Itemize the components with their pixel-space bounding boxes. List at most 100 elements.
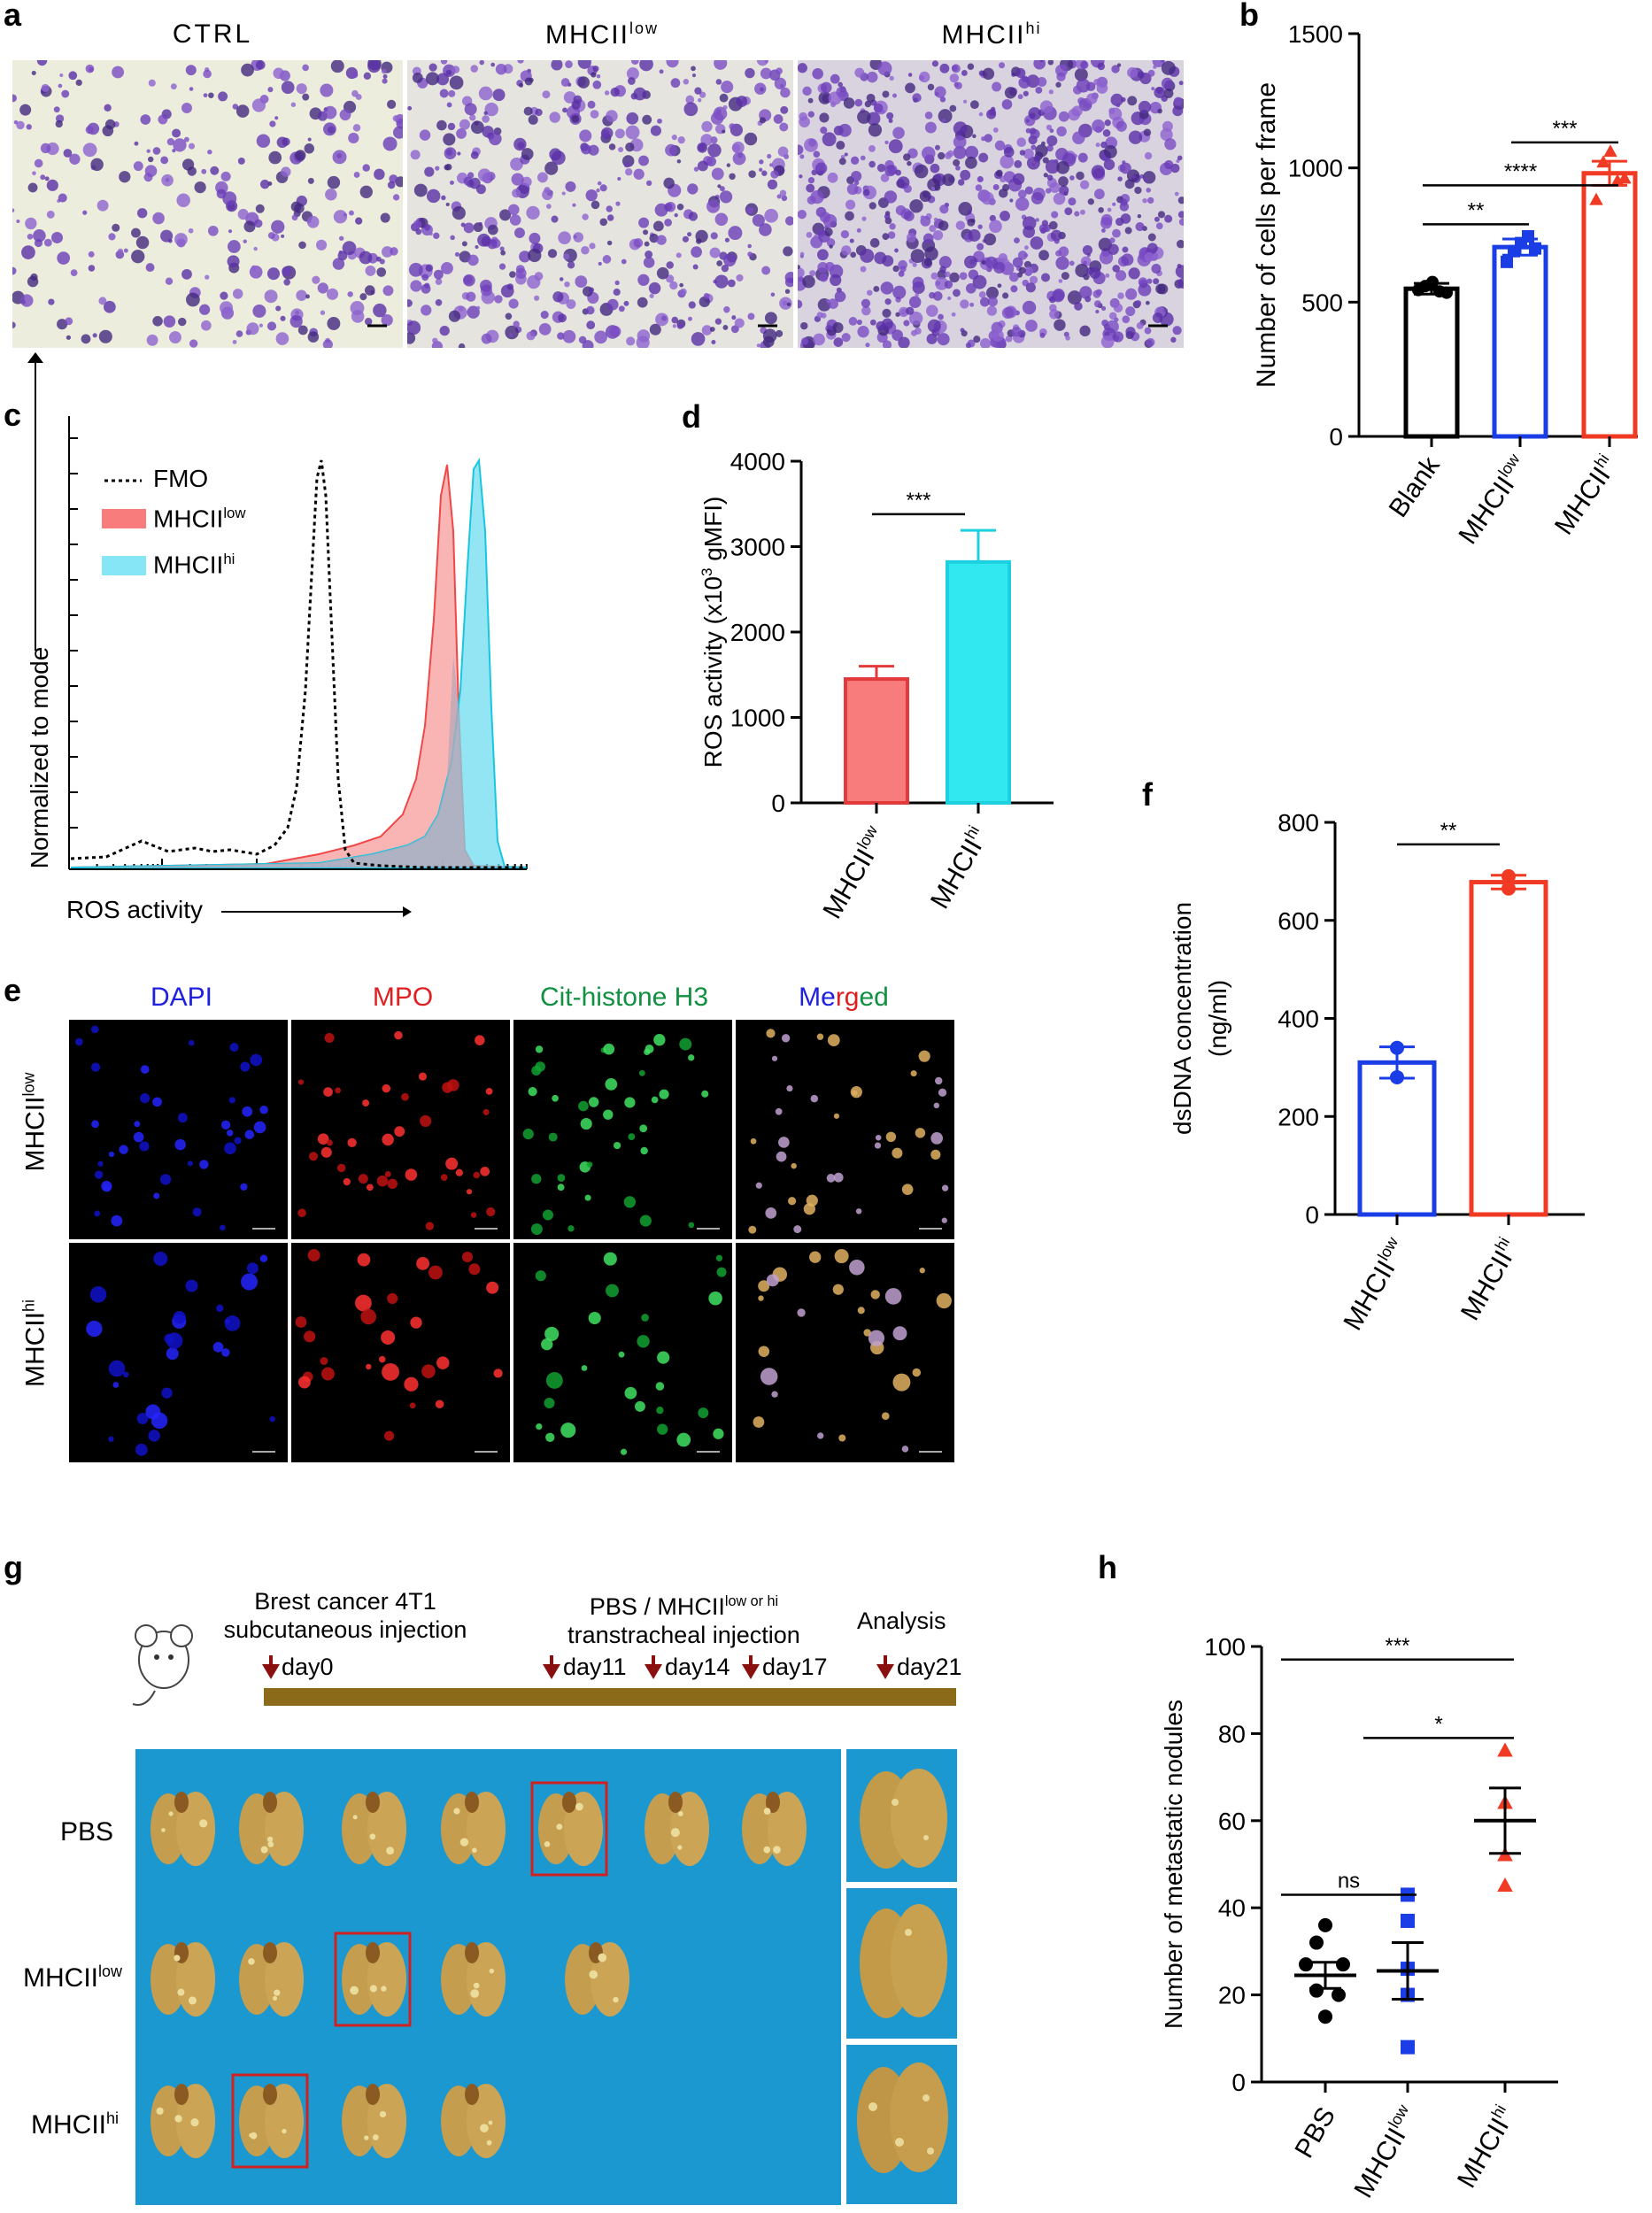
cell-stain: [823, 227, 833, 236]
highlight-box: [530, 1781, 608, 1877]
cell-stain: [817, 228, 826, 237]
cell-stain: [407, 320, 421, 335]
cell-stain: [1025, 320, 1038, 332]
cell-nucleus: [174, 1138, 186, 1151]
cell-stain: [515, 267, 527, 279]
lung-lobe: [239, 1944, 274, 2015]
cell-stain: [1127, 66, 1139, 79]
cell-stain: [31, 70, 36, 75]
cell-nucleus: [140, 1065, 150, 1074]
cell-nucleus: [410, 1316, 422, 1329]
cell-stain: [900, 309, 907, 315]
cell-stain: [649, 233, 659, 243]
cell-stain: [598, 261, 602, 266]
mouse-icon: [132, 1624, 193, 1706]
cell-nucleus: [358, 1174, 368, 1184]
cell-stain: [1072, 85, 1083, 95]
cell-stain: [483, 111, 488, 116]
cell-stain: [1002, 183, 1010, 192]
trachea: [766, 1792, 780, 1813]
cell-stain: [908, 311, 923, 326]
cell-nucleus: [832, 1284, 844, 1295]
cell-nucleus: [676, 1432, 691, 1447]
cell-stain: [339, 109, 351, 121]
cell-stain: [199, 304, 211, 315]
cell-nucleus: [224, 1315, 241, 1331]
cell-stain: [931, 60, 938, 67]
cell-nucleus: [557, 1184, 565, 1191]
cell-stain: [1038, 250, 1049, 261]
cell-stain: [1002, 292, 1009, 299]
lung-lobe: [239, 2086, 274, 2156]
cell-stain: [675, 252, 682, 258]
cell-stain: [103, 300, 116, 313]
cell-stain: [955, 166, 961, 171]
cell-stain: [981, 191, 994, 205]
cell-stain: [1056, 72, 1066, 81]
cell-stain: [1172, 326, 1182, 335]
cell-stain: [220, 171, 231, 181]
cell-stain: [677, 136, 685, 144]
cell-nucleus: [86, 1320, 103, 1338]
cell-stain: [326, 288, 339, 300]
cell-stain: [819, 273, 829, 282]
cell-stain: [389, 174, 398, 184]
cell-nucleus: [606, 1284, 619, 1298]
cell-stain: [102, 125, 114, 137]
cell-stain: [1112, 228, 1121, 238]
cell-stain: [1031, 192, 1044, 204]
cell-stain: [597, 181, 602, 186]
lung-lobe: [441, 1793, 476, 1864]
cell-stain: [259, 323, 264, 328]
cell-stain: [381, 68, 387, 74]
cell-stain: [594, 330, 607, 344]
cell-stain: [436, 73, 450, 86]
cell-nucleus: [428, 1265, 443, 1280]
cell-stain: [716, 260, 723, 266]
cell-stain: [717, 184, 722, 189]
cell-stain: [729, 173, 736, 181]
cell-stain: [271, 220, 285, 234]
cell-stain: [1160, 127, 1173, 142]
cell-stain: [912, 93, 922, 103]
cell-stain: [542, 189, 553, 201]
cell-nucleus: [588, 1311, 601, 1325]
cell-stain: [664, 203, 673, 212]
cell-stain: [920, 215, 925, 220]
cell-stain: [1134, 186, 1142, 195]
cell-stain: [800, 321, 808, 330]
cell-stain: [602, 255, 612, 264]
cell-stain: [296, 289, 307, 301]
cell-stain: [798, 144, 804, 155]
cell-nucleus: [378, 1355, 386, 1363]
cell-stain: [517, 60, 524, 64]
cell-stain: [938, 109, 953, 124]
cell-stain: [145, 263, 155, 273]
cell-stain: [723, 306, 730, 313]
cell-stain: [559, 277, 564, 281]
cell-stain: [494, 295, 503, 304]
cell-stain: [701, 120, 713, 133]
cell-stain: [679, 282, 684, 288]
cell-nucleus: [640, 1146, 648, 1155]
cell-stain: [1121, 253, 1134, 266]
cell-stain: [895, 312, 900, 317]
cell-stain: [1035, 86, 1043, 94]
cell-stain: [866, 93, 876, 103]
cell-stain: [630, 92, 638, 100]
cell-nucleus: [384, 1171, 391, 1177]
timeline-day-14: day14: [665, 1654, 730, 1680]
cell-stain: [722, 129, 726, 134]
cell-stain: [802, 86, 812, 96]
cell-stain: [836, 86, 847, 98]
cell-stain: [495, 63, 507, 75]
cell-stain: [48, 298, 55, 305]
lung: [441, 2084, 506, 2158]
fluorescence-tile: [513, 1020, 732, 1239]
lung-lobe: [441, 1944, 476, 2015]
cell-stain: [1161, 77, 1174, 89]
cell-nucleus: [855, 1208, 862, 1214]
cell-stain: [1046, 124, 1053, 131]
cell-stain: [282, 266, 292, 277]
cell-stain: [1164, 138, 1177, 150]
